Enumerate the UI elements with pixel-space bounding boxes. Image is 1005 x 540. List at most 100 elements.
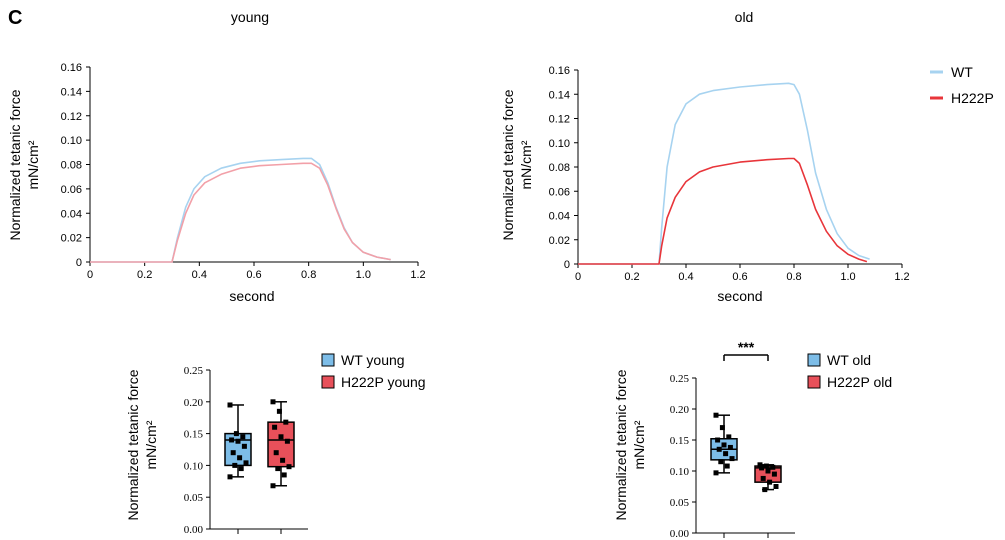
data-point	[759, 465, 765, 471]
y-tick-label: 0.00	[184, 524, 204, 536]
data-point	[765, 468, 771, 474]
y-tick-label: 0.04	[549, 211, 570, 223]
series-line-h222p	[578, 157, 868, 265]
data-point	[721, 442, 727, 448]
line-legend: WT H222P	[930, 64, 994, 106]
y-tick-label: 0.10	[549, 138, 570, 150]
x-tick-label: 0.6	[732, 271, 747, 283]
data-point	[229, 437, 235, 443]
data-point	[227, 474, 233, 480]
y-tick-label: 0.20	[670, 404, 690, 416]
y-tick-label: 0.10	[670, 466, 690, 478]
y-tick-label: 0.08	[61, 160, 82, 172]
data-point	[272, 424, 278, 430]
y-tick-label: 0.25	[670, 373, 690, 385]
y-tick-label: 0.04	[61, 208, 82, 220]
x-tick-label: 0	[575, 271, 581, 283]
data-point	[726, 434, 732, 440]
y-tick-label: 0.25	[184, 365, 204, 377]
ylabel-box-old: Normalized tetanic force	[613, 369, 629, 520]
y-tick-label: 0.20	[184, 397, 204, 409]
y-tick-label: 0.10	[61, 135, 82, 147]
y-tick-label: 0.08	[549, 162, 570, 174]
ylabel-young: Normalized tetanic force	[7, 89, 23, 240]
data-point	[760, 475, 766, 481]
data-point	[273, 450, 279, 456]
data-point	[713, 470, 719, 476]
data-point	[270, 399, 276, 405]
series-line-wt	[90, 157, 391, 263]
x-tick-label: 0.4	[678, 271, 693, 283]
data-point	[771, 471, 777, 477]
data-point	[713, 412, 719, 418]
data-point	[275, 466, 281, 472]
line-chart-young: young Normalized tetanic force mN/cm² se…	[7, 9, 426, 304]
y-tick-label: 0.12	[61, 111, 82, 123]
x-tick-label: 0	[87, 269, 93, 281]
legend-swatch-h222p-young	[321, 375, 335, 389]
y-tick-label: 0.06	[61, 184, 82, 196]
box-plot-young: Normalized tetanic force mN/cm² WT young…	[125, 352, 426, 536]
ylabel-box-young: Normalized tetanic force	[125, 369, 141, 520]
data-point	[715, 437, 721, 443]
data-point	[757, 462, 763, 468]
data-point	[719, 425, 725, 431]
legend-label-h222p-old: H222P old	[827, 374, 892, 390]
data-point	[235, 438, 241, 444]
ylabel-units-box-young: mN/cm²	[143, 420, 159, 469]
chart-title-young: young	[231, 9, 269, 25]
y-tick-label: 0.02	[61, 233, 82, 245]
xlabel-young: second	[229, 288, 274, 304]
data-point	[723, 451, 729, 457]
data-point	[227, 402, 233, 408]
ylabel-units-young: mN/cm²	[25, 140, 41, 189]
data-point	[286, 464, 292, 470]
x-tick-label: 1.0	[356, 269, 371, 281]
x-tick-label: 0.8	[786, 271, 801, 283]
y-tick-label: 0.05	[184, 492, 204, 504]
x-tick-label: 0.4	[192, 269, 207, 281]
y-tick-label: 0.02	[549, 235, 570, 247]
data-point	[230, 450, 236, 456]
series-line-h222p	[90, 162, 391, 263]
legend-label-h222p: H222P	[951, 90, 994, 106]
data-point	[718, 459, 724, 465]
y-tick-label: 0	[564, 259, 570, 271]
line-chart-old: old Normalized tetanic force mN/cm² seco…	[500, 9, 910, 304]
y-tick-label: 0.14	[549, 89, 570, 101]
ylabel-units-old: mN/cm²	[518, 140, 534, 189]
data-point	[233, 431, 239, 437]
data-point	[724, 463, 730, 469]
y-tick-label: 0.10	[184, 460, 204, 472]
y-tick-label: 0.16	[61, 62, 82, 74]
xlabel-old: second	[717, 288, 762, 304]
x-tick-label: 1.0	[840, 271, 855, 283]
y-tick-label: 0.15	[184, 429, 204, 441]
panel-letter: C	[8, 7, 22, 29]
data-point	[270, 483, 276, 489]
x-tick-label: 0.2	[137, 269, 152, 281]
significance-stars: ***	[738, 339, 755, 355]
x-tick-label: 1.2	[894, 271, 909, 283]
box-plot-old: Normalized tetanic force mN/cm² WT old H…	[613, 339, 892, 540]
legend-swatch-wt-old	[807, 353, 821, 367]
data-point	[241, 443, 247, 449]
data-point	[232, 462, 238, 468]
data-point	[281, 472, 287, 478]
data-point	[773, 484, 779, 489]
y-tick-label: 0	[76, 257, 82, 269]
y-tick-label: 0.00	[670, 528, 690, 540]
data-point	[767, 479, 773, 485]
data-point	[763, 463, 769, 469]
data-point	[727, 444, 733, 450]
chart-title-old: old	[735, 9, 754, 25]
y-tick-label: 0.06	[549, 186, 570, 198]
legend-label-wt-young: WT young	[341, 352, 405, 368]
data-point	[729, 456, 735, 462]
y-tick-label: 0.05	[670, 497, 690, 509]
legend-swatch-wt-young	[321, 353, 335, 367]
legend-label-wt-old: WT old	[827, 352, 871, 368]
y-tick-label: 0.12	[549, 114, 570, 126]
data-point	[283, 419, 289, 425]
